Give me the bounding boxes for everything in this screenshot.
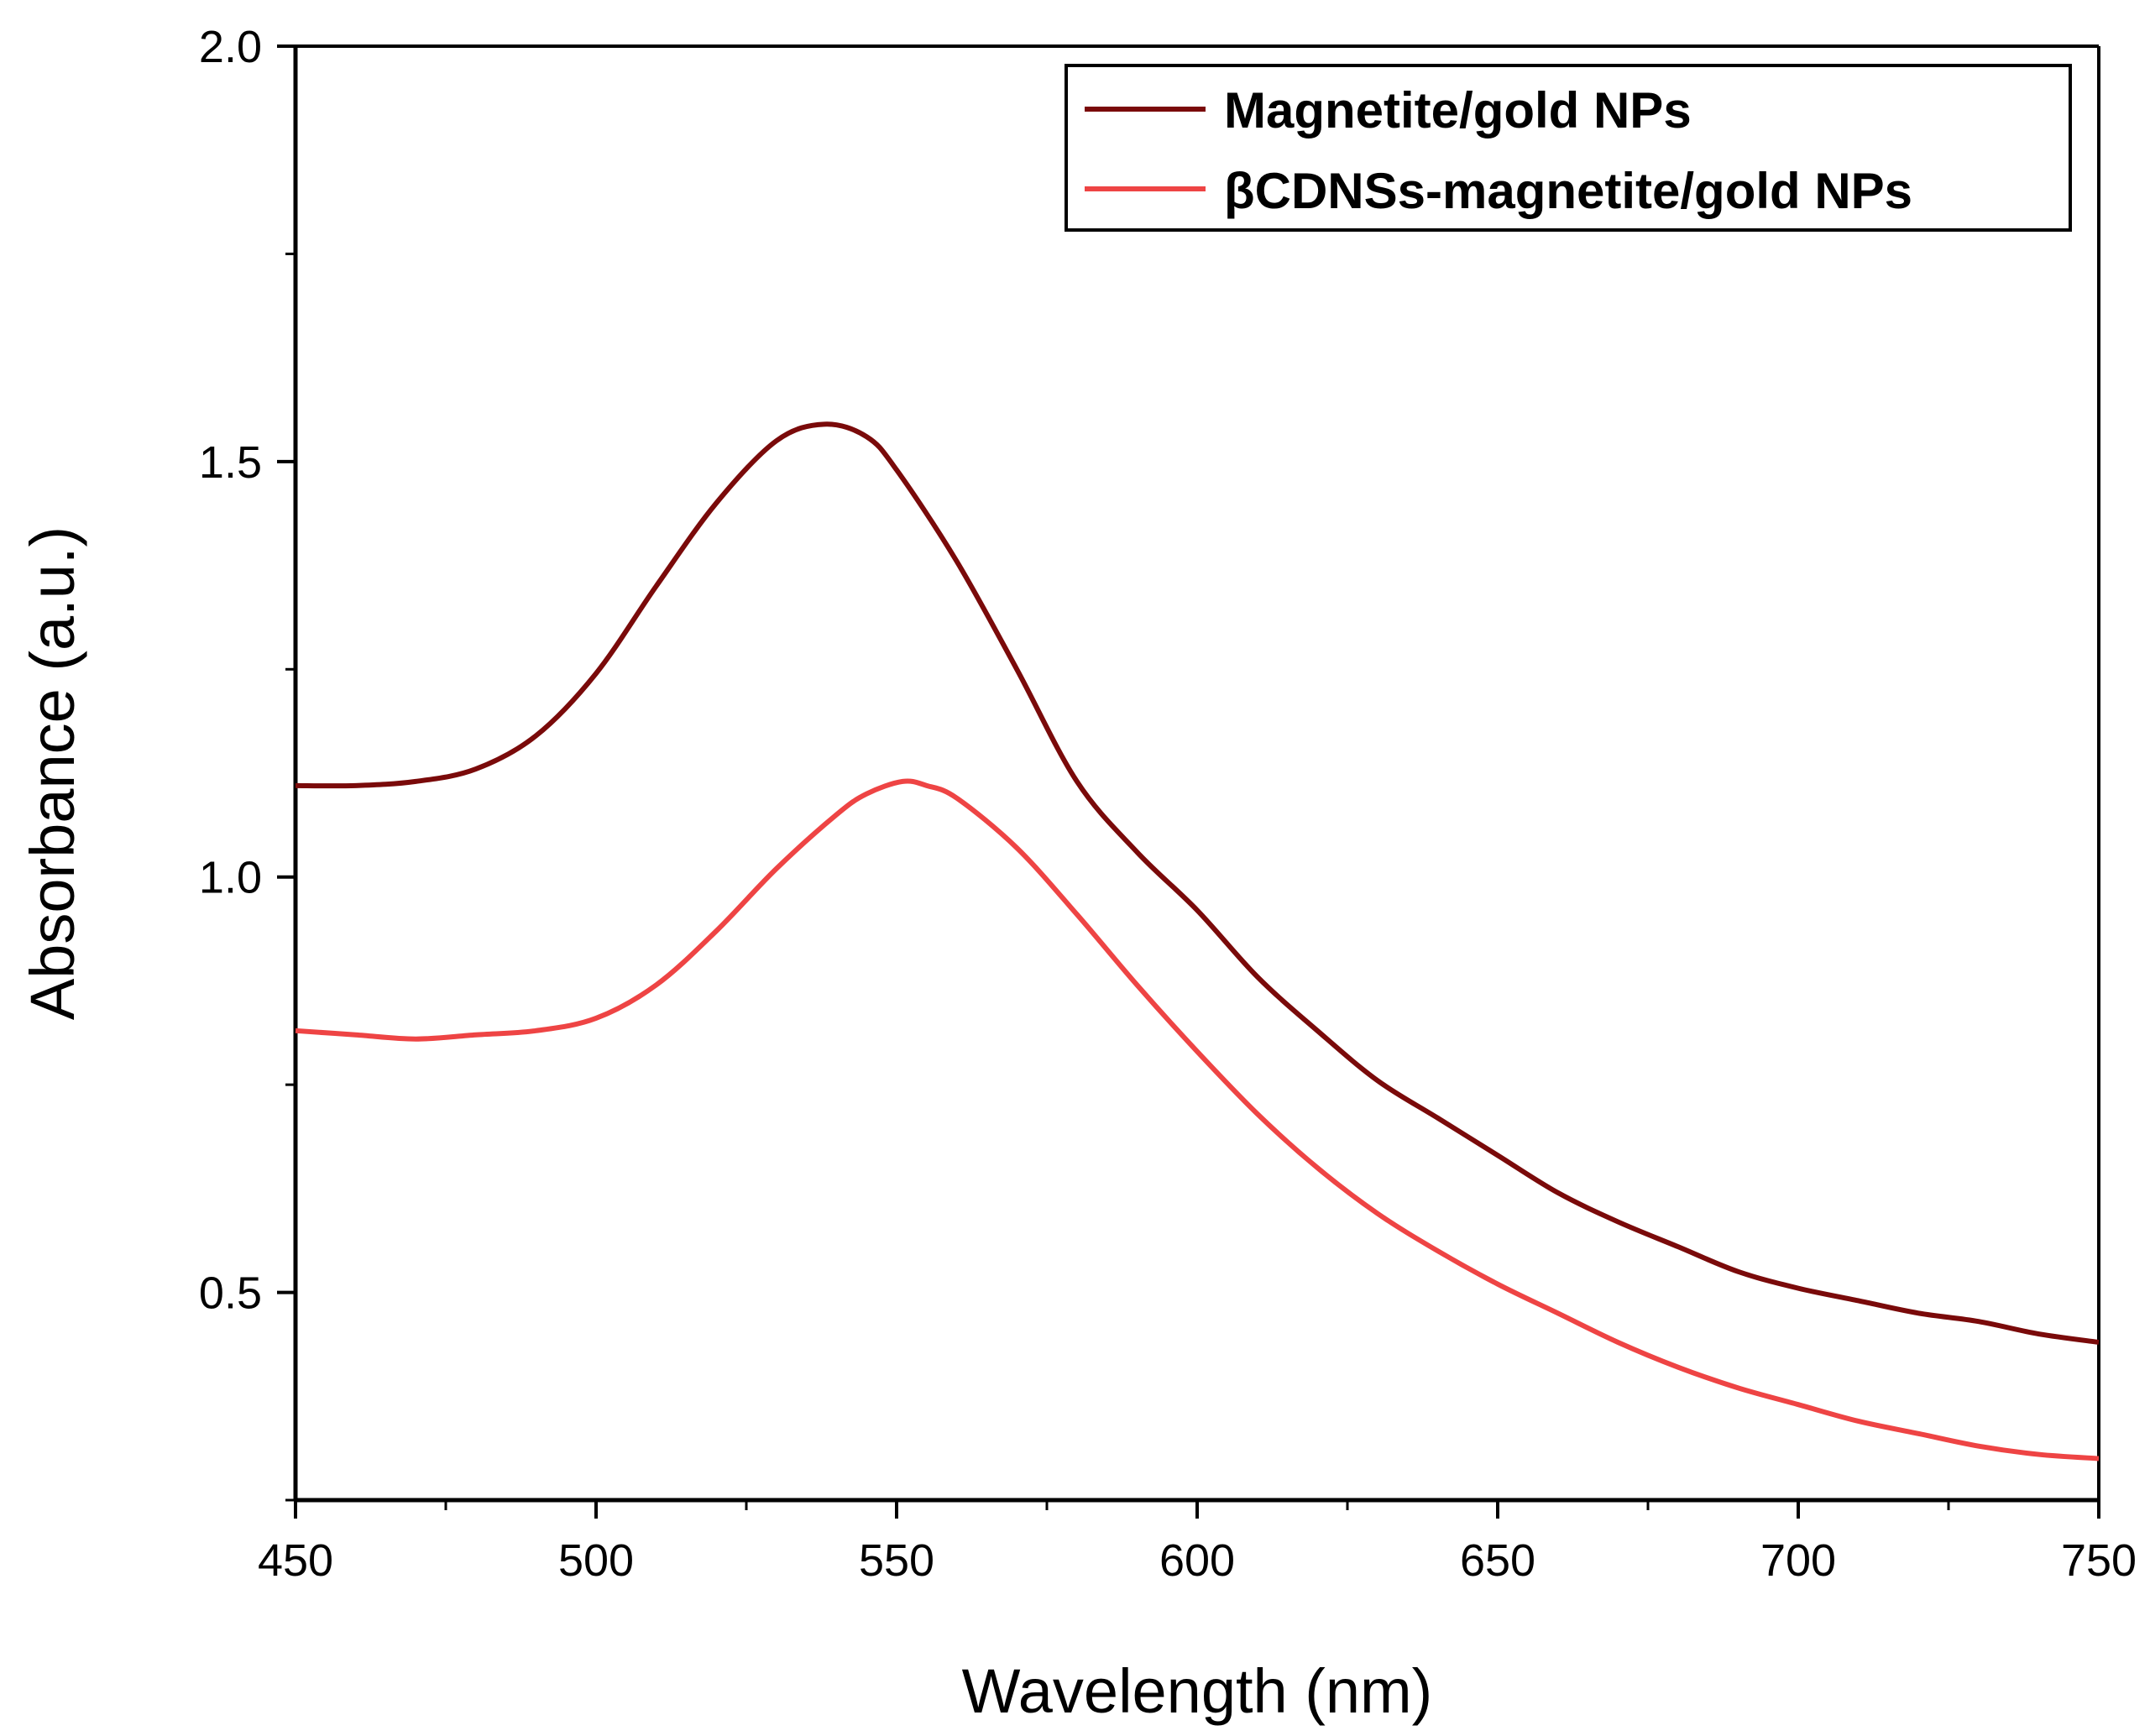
x-tick-label: 450 bbox=[258, 1535, 333, 1586]
y-tick-label: 1.0 bbox=[199, 853, 262, 903]
legend: Magnetite/gold NPs βCDNSs-magnetite/gold… bbox=[1065, 64, 2072, 232]
y-tick-label: 2.0 bbox=[199, 22, 262, 72]
x-tick-label: 650 bbox=[1460, 1535, 1535, 1586]
legend-box bbox=[1065, 64, 2072, 232]
y-axis-title: Absorbance (a.u.) bbox=[18, 526, 87, 1020]
y-tick-label: 1.5 bbox=[199, 437, 262, 488]
legend-label-bcdnss-magnetite-gold: βCDNSs-magnetite/gold NPs bbox=[1224, 163, 1912, 219]
series-lines bbox=[295, 421, 2100, 1461]
series-line-magnetite-gold bbox=[295, 421, 2100, 1345]
x-tick-label: 700 bbox=[1760, 1535, 1836, 1586]
x-tick-label: 750 bbox=[2061, 1535, 2137, 1586]
x-axis-title: Wavelength (nm) bbox=[962, 1656, 1433, 1726]
axis-ticks: 450 500 550 600 650 700 750 0.5 1.0 1.5 2.0 bbox=[199, 22, 2137, 1586]
plot-frame bbox=[293, 44, 2100, 1503]
x-tick-label: 500 bbox=[558, 1535, 634, 1586]
x-tick-label: 550 bbox=[859, 1535, 934, 1586]
y-tick-label: 0.5 bbox=[199, 1268, 262, 1319]
series-line-bcdnss-magnetite-gold bbox=[295, 778, 2100, 1461]
legend-label-magnetite-gold: Magnetite/gold NPs bbox=[1224, 82, 1692, 139]
x-tick-label: 600 bbox=[1159, 1535, 1235, 1586]
